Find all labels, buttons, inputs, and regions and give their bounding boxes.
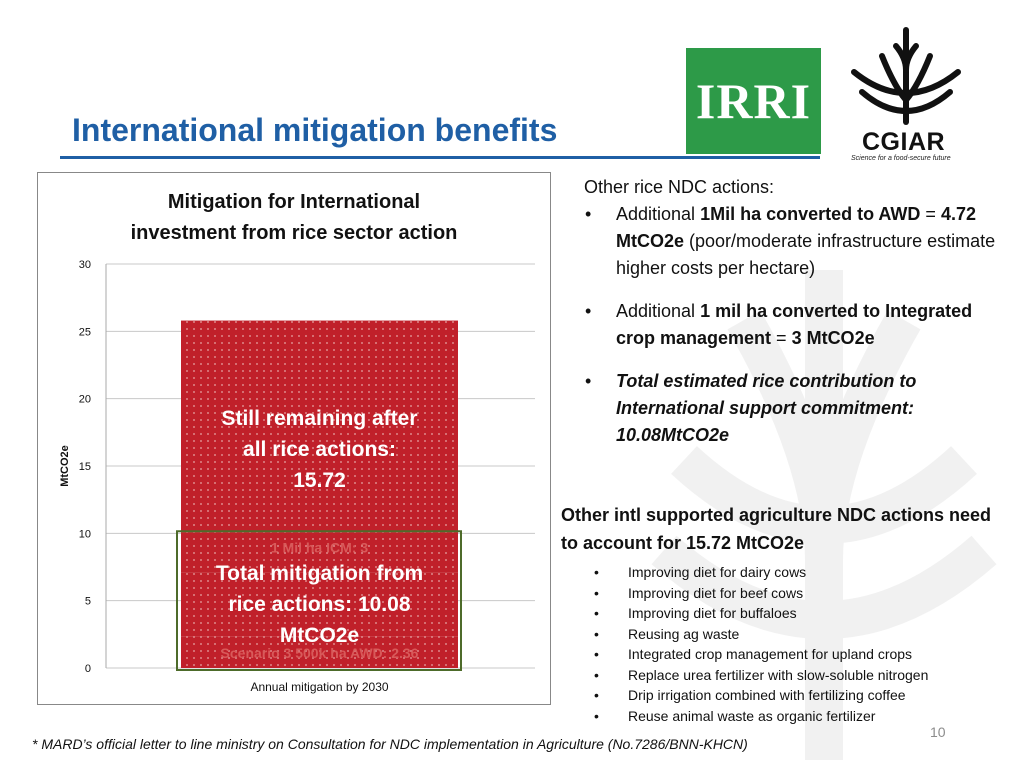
remaining-label: 15.72 bbox=[293, 469, 346, 492]
bullet-icon: • bbox=[594, 605, 599, 621]
y-tick-label: 30 bbox=[79, 259, 91, 271]
y-tick-label: 5 bbox=[85, 596, 91, 608]
cgiar-watermark bbox=[651, 270, 997, 760]
list-item-text: Improving diet for dairy cows bbox=[628, 564, 807, 580]
list-item: • Reusing ag waste bbox=[594, 624, 1014, 645]
list-item-text: Improving diet for buffaloes bbox=[628, 605, 797, 621]
total-mitigation-label: rice actions: 10.08 bbox=[228, 593, 410, 616]
list-item-text: Improving diet for beef cows bbox=[628, 584, 804, 601]
bullet-total-text: Total estimated rice contribution to Int… bbox=[616, 371, 917, 445]
mitigation-chart: Mitigation for International investment … bbox=[37, 172, 551, 705]
rice-ndc-bullet-awd: • Additional 1Mil ha converted to AWD = … bbox=[584, 201, 1014, 282]
chart-title-line-2: investment from rice sector action bbox=[130, 222, 458, 244]
list-item: • Improving diet for buffaloes bbox=[594, 603, 1014, 624]
list-item: • Improving diet for beef cows bbox=[594, 583, 1014, 604]
footnote: * MARD’s official letter to line ministr… bbox=[32, 736, 748, 752]
y-tick-label: 15 bbox=[79, 461, 91, 473]
cgiar-logo-text: CGIAR bbox=[862, 128, 946, 156]
rice-actions-highlight bbox=[176, 530, 462, 672]
list-item-text: Drip irrigation combined with fertilizin… bbox=[628, 687, 906, 703]
segment-label-scenario3: Scenario 3 500k ha AWD: 2.36 bbox=[221, 645, 419, 661]
chart-title-line-1: Mitigation for International bbox=[167, 191, 421, 213]
total-mitigation-label: Total mitigation from bbox=[216, 562, 423, 585]
irri-logo-text: IRRI bbox=[695, 73, 812, 129]
list-item: • Replace urea fertilizer with slow-solub… bbox=[594, 665, 1014, 686]
bullet-bold: 1 mil ha converted to Integrated crop ma… bbox=[616, 301, 973, 348]
y-tick-label: 0 bbox=[85, 663, 91, 675]
bullet-icon: • bbox=[594, 687, 599, 703]
list-item-text: Integrated crop management for upland cr… bbox=[628, 646, 913, 662]
list-item-text: Reusing ag waste bbox=[628, 625, 740, 642]
rice-ndc-bullet-total: • Total estimated rice contribution to I… bbox=[584, 368, 1014, 449]
bullet-icon: • bbox=[594, 707, 599, 724]
bullet-bold: 3 MtCO2e bbox=[791, 328, 875, 348]
bullet-icon: • bbox=[594, 625, 599, 642]
title-divider bbox=[60, 156, 820, 159]
bullet-bold: 1Mil ha converted to AWD bbox=[700, 204, 921, 224]
y-axis-label: MtCO2e bbox=[59, 445, 71, 487]
bullet-icon: • bbox=[585, 371, 592, 391]
list-item-text: Replace urea fertilizer with slow-solubl… bbox=[628, 666, 929, 683]
bar-segment-texture bbox=[181, 636, 458, 668]
list-item: • Integrated crop management for upland c… bbox=[594, 644, 1014, 665]
bullet-text: = bbox=[920, 204, 941, 224]
bar-segment-texture bbox=[181, 320, 458, 533]
bullet-icon: • bbox=[594, 646, 599, 662]
bar-segment-texture bbox=[181, 572, 458, 637]
y-tick-label: 20 bbox=[79, 394, 91, 406]
rice-ndc-bullet-icm: • Additional 1 mil ha converted to Integ… bbox=[584, 298, 1014, 352]
bullet-icon: • bbox=[585, 301, 592, 321]
bullet-text: = bbox=[771, 328, 792, 348]
bullet-icon: • bbox=[585, 204, 592, 224]
chart-plot: 0 5 10 15 20 25 30 MtCO2e Annual mitigation by 2… bbox=[59, 259, 535, 694]
bullet-text: (poor/moderate infrastructure estimate h… bbox=[616, 231, 996, 278]
y-tick-label: 10 bbox=[79, 528, 91, 540]
irri-logo: IRRI bbox=[686, 48, 821, 154]
page-number: 10 bbox=[930, 724, 946, 740]
x-axis-label: Annual mitigation by 2030 bbox=[250, 680, 388, 694]
cgiar-tagline: Science for a food-secure future bbox=[851, 155, 951, 162]
slide-title: International mitigation benefits bbox=[72, 112, 558, 148]
rice-ndc-heading: Other rice NDC actions: bbox=[584, 177, 775, 197]
bullet-bold: 4.72 MtCO2e bbox=[616, 204, 976, 251]
list-item-text: Reuse animal waste as organic fertilizer bbox=[628, 707, 876, 724]
chart-title: Mitigation for International investment … bbox=[38, 187, 550, 249]
remaining-label: all rice actions: bbox=[243, 438, 396, 461]
remaining-label: Still remaining after bbox=[221, 407, 417, 430]
list-item: • Reuse animal waste as organic fertilize… bbox=[594, 706, 1014, 727]
total-mitigation-label: MtCO2e bbox=[280, 624, 359, 647]
list-item: • Improving diet for dairy cows bbox=[594, 562, 1014, 583]
bullet-icon: • bbox=[594, 564, 599, 580]
bullet-text: Additional bbox=[616, 301, 701, 321]
y-tick-label: 25 bbox=[79, 326, 91, 338]
other-intl-heading: Other intl supported agriculture NDC act… bbox=[561, 505, 992, 553]
other-intl-list: • Improving diet for dairy cows • Improving… bbox=[594, 562, 1014, 726]
list-item: • Drip irrigation combined with fertilizi… bbox=[594, 685, 1014, 706]
bullet-icon: • bbox=[594, 584, 599, 601]
bar-segment-texture bbox=[181, 532, 458, 573]
cgiar-logo-icon bbox=[851, 27, 961, 125]
segment-label-icm: 1 Mil ha ICM: 3 bbox=[271, 539, 368, 555]
rice-ndc-panel: Other rice NDC actions: • Additional 1Mi… bbox=[584, 174, 1014, 449]
bullet-text: Additional bbox=[616, 204, 701, 224]
bullet-icon: • bbox=[594, 666, 599, 683]
